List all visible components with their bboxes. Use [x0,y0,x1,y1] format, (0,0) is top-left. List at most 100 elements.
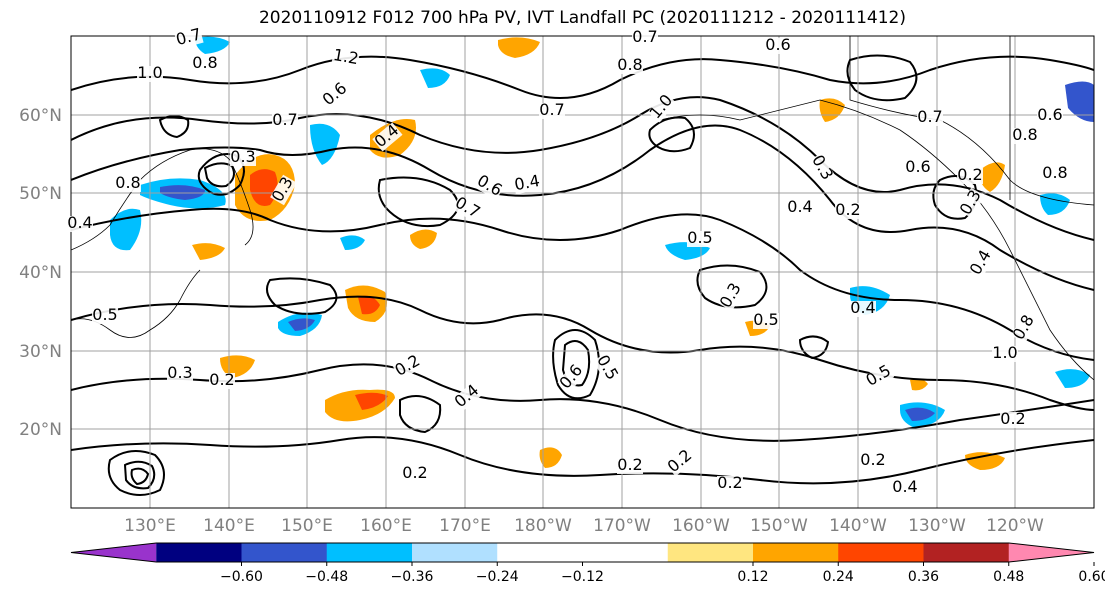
contour-label-bg [718,280,745,312]
contour-label-bg [392,353,424,380]
contour-label-bg [808,152,835,184]
contour-label: 0.4 [892,477,917,496]
graticule [71,36,1094,508]
colorbar-tick-label: −0.24 [476,569,519,585]
lon-label-170e: 170°E [439,516,491,536]
contour-label-bg [905,160,931,176]
colorbar-segment [497,543,583,562]
lon-label-120w: 120°W [986,516,1044,536]
map-content [71,36,1094,508]
contour-label-bg [687,231,713,247]
lon-label-140e: 140°E [203,516,255,536]
lat-label-60: 60°N [19,106,62,126]
contour-label-bg [992,346,1018,362]
shade-blob [979,162,1005,192]
contour-label-bg [331,47,360,69]
lon-label-150e: 150°E [281,516,333,536]
colorbar-tick-label: 0.24 [823,569,854,585]
contour-label: 0.3 [167,363,192,382]
map-border [70,35,1095,509]
pv-contours [71,54,1094,496]
contour-label-bg [717,476,743,492]
shade-blob [1040,193,1070,215]
shade-blob [905,407,935,421]
lon-label-160e: 160°E [360,516,412,536]
contour-label: 0.7 [539,100,564,119]
colorbar-tick-label: 0.12 [737,569,768,585]
contour-label-bg [451,195,483,222]
lon-label-150w: 150°W [750,516,808,536]
contour-label: 0.2 [860,450,885,469]
contour-label: 0.4 [850,298,875,317]
contour-label-bg [753,313,779,329]
contour-label-bg [860,453,886,469]
shade-blob [1065,81,1094,122]
contour-label: 0.8 [1042,163,1067,182]
contour-label-bg [137,66,163,82]
contour-label-bg [67,216,93,232]
colorbar-segment [71,543,157,562]
contour-label: 0.8 [617,55,642,74]
shade-blob [195,36,230,54]
contour-label: 1.0 [137,63,162,82]
contour-label-bg [1037,108,1063,124]
longitude-labels: 130°E 140°E 150°E 160°E 170°E 180°W 170°… [124,516,1044,536]
contour-label-bg [593,352,620,384]
colorbar-segment [582,543,669,562]
contour-label: 0.7 [917,107,942,126]
contour-label-bg [1011,312,1038,344]
contour-label-bg [917,110,943,126]
colorbar [70,542,1095,563]
colorbar-outline [70,542,1095,563]
contour-label-bg [513,173,542,195]
contour-label-bg [473,173,505,200]
lat-label-30: 30°N [19,342,62,362]
contour-label: 0.8 [115,173,140,192]
contour-label-bg [539,103,565,119]
contour-label-bg [617,458,643,474]
contour-label-bg [1012,128,1038,144]
shade-blob [420,68,450,88]
contour-label-bg [863,363,895,390]
contour-label: 0.5 [753,310,778,329]
lat-label-50: 50°N [19,184,62,204]
contour-label-bg [557,362,587,393]
lon-label-180w: 180°W [514,516,572,536]
contour-label-bg [892,480,918,496]
contour-label: 1.2 [332,45,360,68]
colorbar-tick-label: −0.48 [305,569,348,585]
contour-label-bg [320,80,351,110]
shade-blob [965,452,1005,470]
contour-label-bg [270,174,297,206]
colorbar-segment [241,543,328,562]
colorbar-segment [326,543,413,562]
contour-label: 0.2 [1000,409,1025,428]
shade-blob [498,37,540,58]
lon-label-160w: 160°W [672,516,730,536]
colorbar-segment [412,543,498,562]
latitude-labels: 60°N 50°N 40°N 30°N 20°N [19,106,62,440]
contour-label: 0.7 [272,110,297,129]
contour-label: 0.2 [402,463,427,482]
contour-label-bg [174,27,204,50]
map-title: 2020110912 F012 700 hPa PV, IVT Landfall… [258,8,906,28]
contour-label-bg [115,176,141,192]
contour-label: 0.2 [209,370,234,389]
shade-blob [310,123,340,165]
contour-label: 0.4 [787,197,812,216]
contour-label: 0.8 [192,53,217,72]
contour-label-bg [968,247,995,279]
contour-label-bg [272,113,298,129]
shade-blob [340,235,365,250]
contour-label-bg [850,301,876,317]
shade-blob [358,295,380,315]
contour-label-bg [632,30,658,46]
colorbar-tick-label: 0.60 [1078,569,1105,585]
shade-blob [819,98,845,122]
contour-label: 0.2 [717,473,742,492]
contour-label-bg [92,308,118,324]
colorbar-tick-labels: −0.60 −0.48 −0.36 −0.24 −0.12 0.12 0.24 0.36 0.4… [220,562,1105,585]
contour-label: 0.4 [513,171,541,194]
contour-label: 0.3 [230,147,255,166]
lon-label-140w: 140°W [829,516,887,536]
